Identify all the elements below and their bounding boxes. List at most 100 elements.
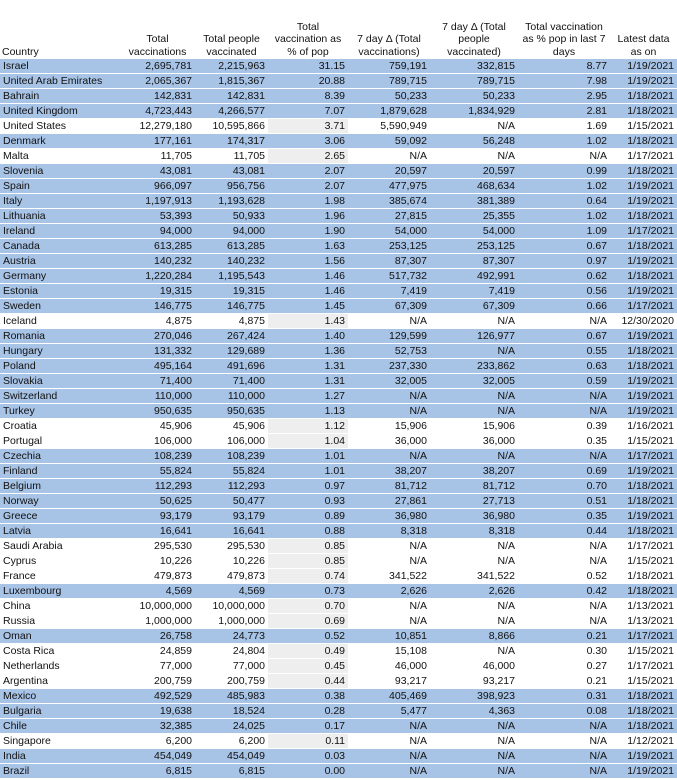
- column-header: Total people vaccinated: [195, 0, 268, 59]
- country-cell: Brazil: [0, 763, 120, 779]
- table-row: Slovenia 43,081 43,081 2.07 20,597 20,597 0.99…: [0, 163, 677, 179]
- value-cell: 956,756: [195, 178, 268, 194]
- value-cell: 1/18/2021: [610, 343, 677, 359]
- country-cell: Portugal: [0, 433, 120, 449]
- value-cell: 126,977: [430, 328, 518, 344]
- value-cell: N/A: [348, 403, 430, 419]
- value-cell: 1.98: [268, 193, 348, 209]
- value-cell: 1/18/2021: [610, 163, 677, 179]
- value-cell: 0.85: [268, 538, 348, 554]
- value-cell: 1,193,628: [195, 193, 268, 209]
- table-row: Mexico 492,529 485,983 0.38 405,469 398,923 0.…: [0, 688, 677, 704]
- value-cell: 485,983: [195, 688, 268, 704]
- value-cell: 7,419: [348, 283, 430, 299]
- value-cell: 31.15: [268, 59, 348, 74]
- country-cell: United Arab Emirates: [0, 73, 120, 89]
- value-cell: 0.35: [518, 433, 610, 449]
- value-cell: 108,239: [120, 448, 195, 464]
- table-row: Malta 11,705 11,705 2.65 N/A N/A N/A 1/17/2021: [0, 148, 677, 164]
- value-cell: 1/13/2021: [610, 613, 677, 629]
- table-row: Canada 613,285 613,285 1.63 253,125 253,125 0.…: [0, 238, 677, 254]
- value-cell: 1/19/2021: [610, 403, 677, 419]
- value-cell: 20.88: [268, 73, 348, 89]
- value-cell: 71,400: [120, 373, 195, 389]
- value-cell: 1/18/2021: [610, 478, 677, 494]
- value-cell: 27,815: [348, 208, 430, 224]
- value-cell: 0.89: [268, 508, 348, 524]
- table-row: Cyprus 10,226 10,226 0.85 N/A N/A N/A 1/15/2021: [0, 553, 677, 569]
- value-cell: N/A: [348, 748, 430, 764]
- value-cell: 50,233: [430, 88, 518, 104]
- value-cell: 233,862: [430, 358, 518, 374]
- value-cell: N/A: [430, 763, 518, 779]
- value-cell: 46,000: [348, 658, 430, 674]
- value-cell: 1.31: [268, 358, 348, 374]
- table-row: Finland 55,824 55,824 1.01 38,207 38,207 0.69 1…: [0, 463, 677, 479]
- value-cell: 1/18/2021: [610, 358, 677, 374]
- value-cell: 46,000: [430, 658, 518, 674]
- value-cell: 1,195,543: [195, 268, 268, 284]
- table-row: Switzerland 110,000 110,000 1.27 N/A N/A N/A 1/…: [0, 388, 677, 404]
- value-cell: 0.66: [518, 298, 610, 314]
- value-cell: N/A: [348, 718, 430, 734]
- value-cell: 0.00: [268, 763, 348, 779]
- value-cell: 479,873: [195, 568, 268, 584]
- value-cell: 11,705: [120, 148, 195, 164]
- country-cell: Estonia: [0, 283, 120, 299]
- value-cell: N/A: [430, 598, 518, 614]
- table-row: Belgium 112,293 112,293 0.97 81,712 81,712 0.7…: [0, 478, 677, 494]
- value-cell: 0.85: [268, 553, 348, 569]
- value-cell: 6,815: [195, 763, 268, 779]
- value-cell: 0.52: [518, 568, 610, 584]
- value-cell: 1/17/2021: [610, 148, 677, 164]
- value-cell: 1/19/2021: [610, 59, 677, 74]
- value-cell: 10,226: [120, 553, 195, 569]
- table-row: Costa Rica 24,859 24,804 0.49 15,108 N/A 0.30 1…: [0, 643, 677, 659]
- value-cell: 1.69: [518, 118, 610, 134]
- value-cell: 0.45: [268, 658, 348, 674]
- value-cell: 146,775: [120, 298, 195, 314]
- value-cell: 1/19/2021: [610, 178, 677, 194]
- value-cell: 1/17/2021: [610, 538, 677, 554]
- value-cell: 110,000: [195, 388, 268, 404]
- value-cell: 50,477: [195, 493, 268, 509]
- table-row: Argentina 200,759 200,759 0.44 93,217 93,217 0…: [0, 673, 677, 689]
- table-row: Portugal 106,000 106,000 1.04 36,000 36,000 0.…: [0, 433, 677, 449]
- value-cell: 19,638: [120, 703, 195, 719]
- value-cell: 200,759: [195, 673, 268, 689]
- value-cell: 8,318: [430, 523, 518, 539]
- value-cell: 0.99: [518, 163, 610, 179]
- value-cell: N/A: [518, 313, 610, 329]
- table-row: Ireland 94,000 94,000 1.90 54,000 54,000 1.09 1…: [0, 223, 677, 239]
- table-row: Spain 966,097 956,756 2.07 477,975 468,634 1.0…: [0, 178, 677, 194]
- value-cell: 27,861: [348, 493, 430, 509]
- value-cell: 0.97: [268, 478, 348, 494]
- value-cell: 2.07: [268, 163, 348, 179]
- value-cell: 1.45: [268, 298, 348, 314]
- value-cell: 492,991: [430, 268, 518, 284]
- country-cell: Canada: [0, 238, 120, 254]
- value-cell: 18,524: [195, 703, 268, 719]
- value-cell: 3.06: [268, 133, 348, 149]
- table-row: Latvia 16,641 16,641 0.88 8,318 8,318 0.44 1/18…: [0, 523, 677, 539]
- value-cell: 1/17/2021: [610, 658, 677, 674]
- value-cell: N/A: [430, 118, 518, 134]
- value-cell: 0.88: [268, 523, 348, 539]
- value-cell: 10,595,866: [195, 118, 268, 134]
- value-cell: 87,307: [348, 253, 430, 269]
- value-cell: 93,179: [120, 508, 195, 524]
- value-cell: 1/15/2021: [610, 673, 677, 689]
- value-cell: 491,696: [195, 358, 268, 374]
- country-cell: Lithuania: [0, 208, 120, 224]
- country-cell: Austria: [0, 253, 120, 269]
- value-cell: 2.65: [268, 148, 348, 164]
- value-cell: N/A: [348, 733, 430, 749]
- value-cell: 56,248: [430, 133, 518, 149]
- value-cell: 6,200: [195, 733, 268, 749]
- value-cell: 1/19/2021: [610, 763, 677, 779]
- value-cell: 0.67: [518, 328, 610, 344]
- value-cell: 1.90: [268, 223, 348, 239]
- value-cell: 1/15/2021: [610, 433, 677, 449]
- value-cell: 0.64: [518, 193, 610, 209]
- header-row: Country Total vaccinations Total people va…: [0, 0, 677, 59]
